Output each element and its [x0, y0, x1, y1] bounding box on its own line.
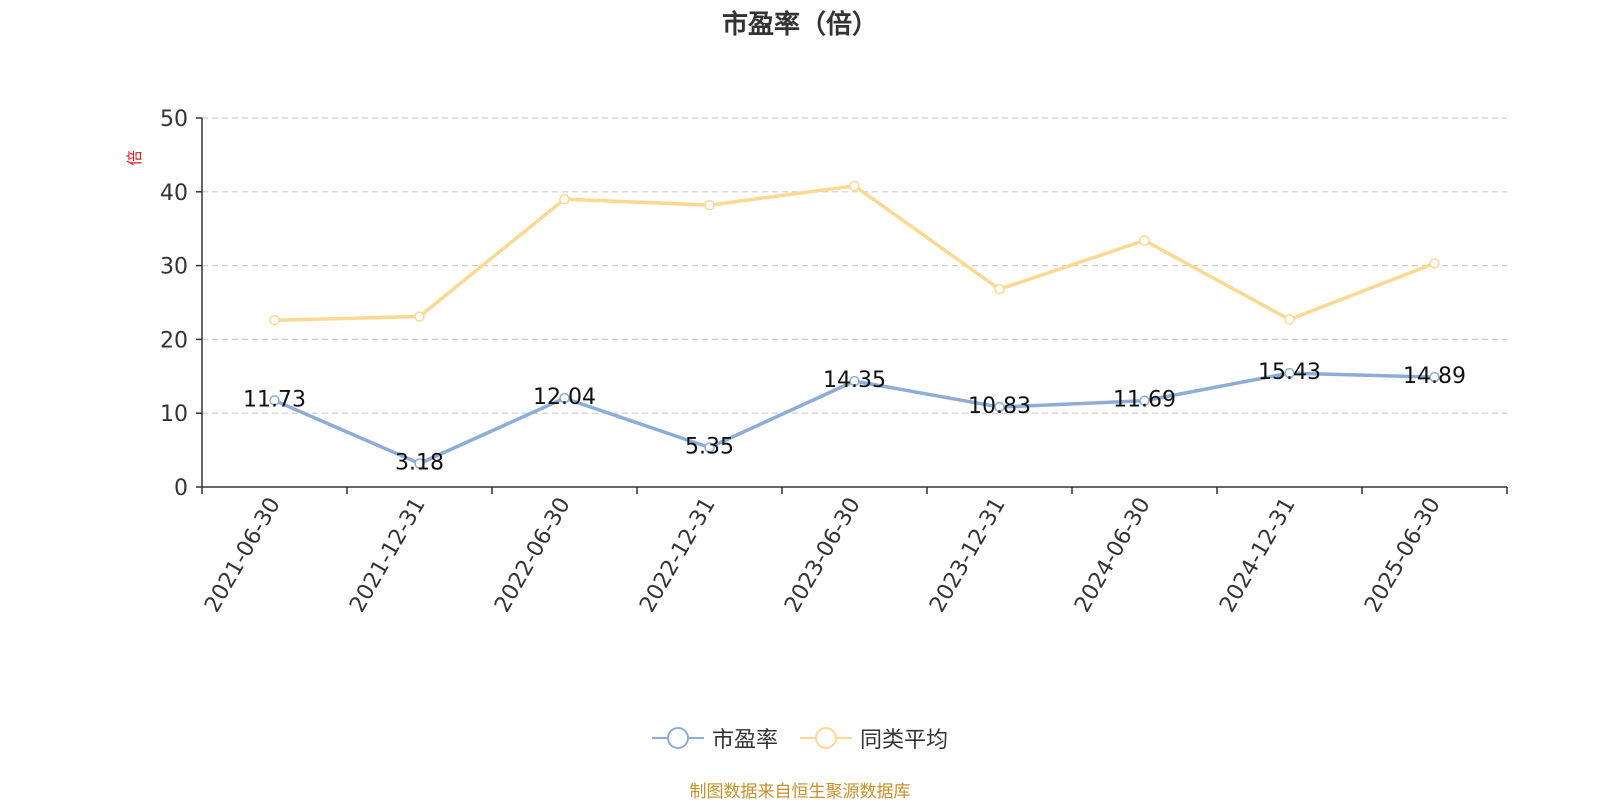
- x-tick-label: 2022-06-30: [490, 494, 576, 617]
- data-point: [1284, 314, 1295, 325]
- series-line-2: [274, 184, 1436, 322]
- data-label: 15.43: [1258, 360, 1321, 385]
- data-point: [1429, 258, 1440, 269]
- x-tick-label: 2024-06-30: [1070, 494, 1156, 617]
- legend: 市盈率 同类平均: [0, 722, 1600, 754]
- data-point: [704, 199, 715, 211]
- chart-title: 市盈率（倍）: [721, 10, 878, 40]
- legend-item-series-2[interactable]: 同类平均: [800, 722, 948, 754]
- data-point: [1284, 367, 1295, 379]
- source-note: 制图数据来自恒生聚源数据库: [689, 782, 911, 802]
- y-tick-label: 50: [160, 107, 188, 132]
- data-point: [1139, 395, 1150, 406]
- data-label: 11.69: [1113, 388, 1176, 413]
- x-tick-label: 2023-06-30: [780, 494, 866, 617]
- y-axis-label: 倍: [125, 150, 144, 166]
- line-chart: 0 10 20 30 40 50 2021-06-30 2021-12-31 2022-06-3…: [125, 107, 1508, 617]
- data-point: [559, 193, 570, 205]
- data-point: [1429, 371, 1440, 383]
- data-label: 14.35: [823, 368, 886, 393]
- data-label: 5.35: [685, 435, 734, 460]
- series-lines: [269, 180, 1440, 469]
- legend-label: 市盈率: [711, 728, 778, 753]
- data-label: 12.04: [533, 385, 596, 410]
- data-label: 3.18: [395, 451, 444, 476]
- legend-item-series-1[interactable]: 市盈率: [651, 722, 778, 754]
- y-tick-label: 0: [174, 476, 188, 501]
- grid-lines: [202, 117, 1507, 414]
- x-tick-label: 2025-06-30: [1360, 494, 1446, 617]
- x-tick-label: 2023-12-31: [925, 494, 1011, 617]
- data-point: [559, 392, 570, 404]
- legend-marker-icon: [800, 727, 852, 749]
- data-label: 10.83: [968, 394, 1031, 419]
- x-tick-label: 2022-12-31: [635, 494, 721, 617]
- data-label: 11.73: [243, 387, 306, 412]
- data-point: [269, 395, 280, 406]
- y-tick-label: 10: [160, 402, 188, 427]
- data-point: [994, 401, 1005, 413]
- legend-label: 同类平均: [860, 728, 949, 753]
- data-point: [1139, 235, 1150, 246]
- data-point: [704, 442, 715, 453]
- data-point: [849, 180, 860, 192]
- legend-marker-icon: [651, 727, 704, 749]
- data-labels: 11.73 3.18 12.04 5.35 14.35 10.83 11.69 15.43 14…: [243, 360, 1466, 475]
- data-label: 14.89: [1403, 364, 1466, 389]
- data-point: [414, 458, 425, 469]
- data-point: [849, 375, 860, 387]
- x-tick-label: 2021-12-31: [345, 494, 431, 617]
- data-point: [269, 314, 280, 326]
- y-tick-label: 20: [160, 328, 188, 353]
- data-point: [414, 311, 425, 322]
- x-tick-label: 2024-12-31: [1215, 494, 1301, 617]
- x-tick-label: 2021-06-30: [200, 494, 286, 617]
- y-tick-label: 40: [160, 181, 188, 206]
- data-point: [994, 283, 1005, 295]
- y-tick-label: 30: [160, 255, 188, 280]
